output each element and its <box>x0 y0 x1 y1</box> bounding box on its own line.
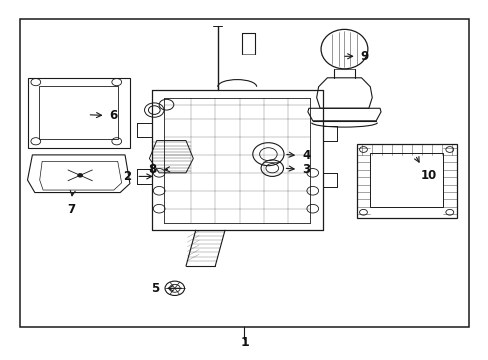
Bar <box>39 86 118 139</box>
Text: 6: 6 <box>109 109 118 122</box>
Text: 2: 2 <box>123 170 131 183</box>
Bar <box>20 19 468 327</box>
Circle shape <box>78 174 82 177</box>
Text: 3: 3 <box>302 163 309 176</box>
Bar <box>369 153 443 207</box>
Text: 8: 8 <box>148 163 157 176</box>
Text: 4: 4 <box>302 149 310 162</box>
Text: 10: 10 <box>420 169 436 182</box>
Bar <box>356 144 456 218</box>
Text: 5: 5 <box>151 282 159 295</box>
Text: 1: 1 <box>240 336 248 349</box>
Text: 9: 9 <box>360 50 368 63</box>
Text: 7: 7 <box>67 203 75 216</box>
Bar <box>27 78 130 148</box>
